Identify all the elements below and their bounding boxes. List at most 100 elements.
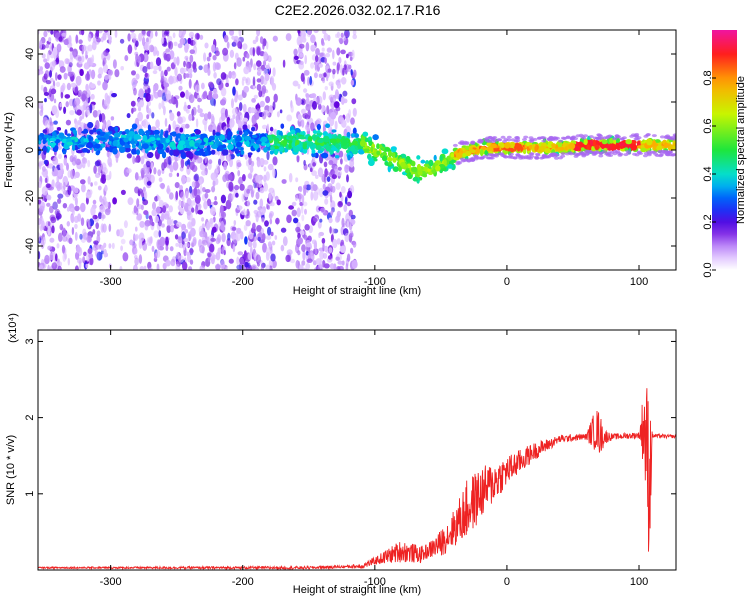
spectrogram-band-cell xyxy=(131,138,135,146)
spectrogram-speckle xyxy=(169,165,174,173)
spectrogram-speckle xyxy=(259,187,265,194)
spectrogram-speckle xyxy=(178,85,183,91)
spectrogram-speckle xyxy=(155,57,162,67)
spectrogram-speckle xyxy=(99,205,105,213)
spectrogram-speckle xyxy=(93,240,99,245)
spectrogram-speckle xyxy=(69,47,74,52)
spectrogram-speckle xyxy=(251,264,257,270)
spectrogram-speckle xyxy=(199,178,203,186)
spectrogram-speckle xyxy=(215,50,220,57)
spectrogram-speckle xyxy=(233,62,237,70)
spectrogram-band-cell xyxy=(341,139,348,146)
spectrogram-band-cell xyxy=(321,152,329,159)
spectrogram-band-cell xyxy=(83,128,88,134)
spectrogram-speckle xyxy=(97,185,102,191)
spectrogram-band-cell xyxy=(194,142,200,147)
spectrogram-speckle xyxy=(306,127,311,132)
spectrogram-speckle xyxy=(236,162,242,168)
spectrogram-speckle xyxy=(154,215,159,224)
spectrogram-speckle xyxy=(74,265,79,270)
spectrogram-band-cell xyxy=(238,130,243,135)
spectrogram-halo xyxy=(546,155,552,159)
spectrogram-speckle xyxy=(134,234,140,240)
spectrogram-speckle xyxy=(346,201,352,207)
spectrogram-speckle xyxy=(185,73,191,78)
spectrogram-band-cell xyxy=(435,165,441,172)
spectrogram-band-cell xyxy=(199,144,205,149)
spectrogram-speckle xyxy=(271,259,277,269)
spectrogram-band-cell xyxy=(516,143,522,149)
spectrogram-speckle xyxy=(165,244,169,251)
spectrogram-speckle xyxy=(239,257,245,265)
spectrogram-band-cell xyxy=(251,126,256,132)
spectrogram-speckle xyxy=(148,44,155,53)
spectrogram-speckle xyxy=(208,52,212,58)
spectrogram-band-cell xyxy=(370,146,374,153)
spectrogram-speckle xyxy=(164,69,168,77)
spectrogram-speckle xyxy=(211,44,216,53)
spectrogram-speckle xyxy=(101,174,107,184)
spectrogram-speckle xyxy=(252,39,257,45)
spectrogram-speckle xyxy=(199,230,206,238)
spectrogram-speckle xyxy=(49,85,56,90)
spectrogram-speckle xyxy=(181,67,188,73)
x-tick-label: 0 xyxy=(504,576,510,588)
spectrogram-speckle xyxy=(43,58,48,63)
x-tick-label: -300 xyxy=(100,276,122,288)
spectrogram-speckle xyxy=(197,108,203,114)
spectrogram-speckle xyxy=(189,161,195,171)
spectrogram-speckle xyxy=(313,61,319,66)
spectrogram-speckle xyxy=(185,251,190,256)
spectrogram-speckle xyxy=(153,167,157,175)
spectrogram-speckle xyxy=(145,160,151,168)
spectrogram-speckle xyxy=(352,241,357,248)
spectrogram-band-cell xyxy=(416,155,421,160)
spectrogram-speckle xyxy=(209,243,215,253)
spectrogram-band-cell xyxy=(534,145,538,152)
spectrogram-halo xyxy=(541,136,547,140)
spectrogram-halo xyxy=(659,135,665,139)
spectrogram-speckle xyxy=(164,210,170,219)
spectrogram-band-cell xyxy=(138,144,142,150)
spectrogram-speckle xyxy=(272,67,276,77)
spectrogram-speckle xyxy=(333,263,337,270)
spectrogram-speckle xyxy=(206,221,211,231)
spectrogram-speckle xyxy=(180,158,185,169)
spectrogram-speckle xyxy=(94,160,101,167)
spectrogram-speckle xyxy=(340,158,343,165)
spectrogram-speckle xyxy=(181,223,187,231)
spectrogram-band-cell xyxy=(211,149,216,155)
spectrogram-speckle xyxy=(172,32,176,39)
spectrogram-speckle xyxy=(322,78,326,84)
spectrogram-speckle xyxy=(62,253,67,262)
spectrogram-speckle xyxy=(186,62,189,72)
spectrogram-speckle xyxy=(137,98,142,105)
spectrogram-halo xyxy=(665,134,671,138)
spectrogram-halo xyxy=(506,138,512,142)
spectrogram-speckle xyxy=(138,88,144,99)
spectrogram-band-cell xyxy=(165,138,170,143)
spectrogram-band-cell xyxy=(325,123,331,128)
spectrogram-speckle xyxy=(47,245,52,251)
spectrogram-speckle xyxy=(350,69,353,76)
spectrogram-speckle xyxy=(188,94,195,104)
spectrogram-band-cell xyxy=(212,144,218,149)
spectrogram-speckle xyxy=(50,126,54,131)
spectrogram-band-cell xyxy=(114,126,119,133)
spectrogram-speckle xyxy=(337,260,344,265)
spectrogram-speckle xyxy=(102,167,108,175)
spectrogram-speckle xyxy=(174,182,180,189)
spectrogram-band-cell xyxy=(551,143,556,148)
spectrogram-band-cell xyxy=(280,123,285,129)
spectrogram-band-cell xyxy=(382,155,388,162)
spectrogram-speckle xyxy=(184,55,189,61)
spectrogram-speckle xyxy=(157,89,163,98)
spectrogram-speckle xyxy=(309,167,313,173)
spectrogram-speckle xyxy=(222,47,229,56)
spectrogram-speckle xyxy=(40,105,44,113)
spectrogram-speckle xyxy=(282,59,286,68)
spectrogram-speckle xyxy=(303,159,306,166)
spectrogram-speckle xyxy=(73,100,77,111)
spectrogram-speckle xyxy=(46,194,52,201)
spectrogram-speckle xyxy=(129,239,134,246)
